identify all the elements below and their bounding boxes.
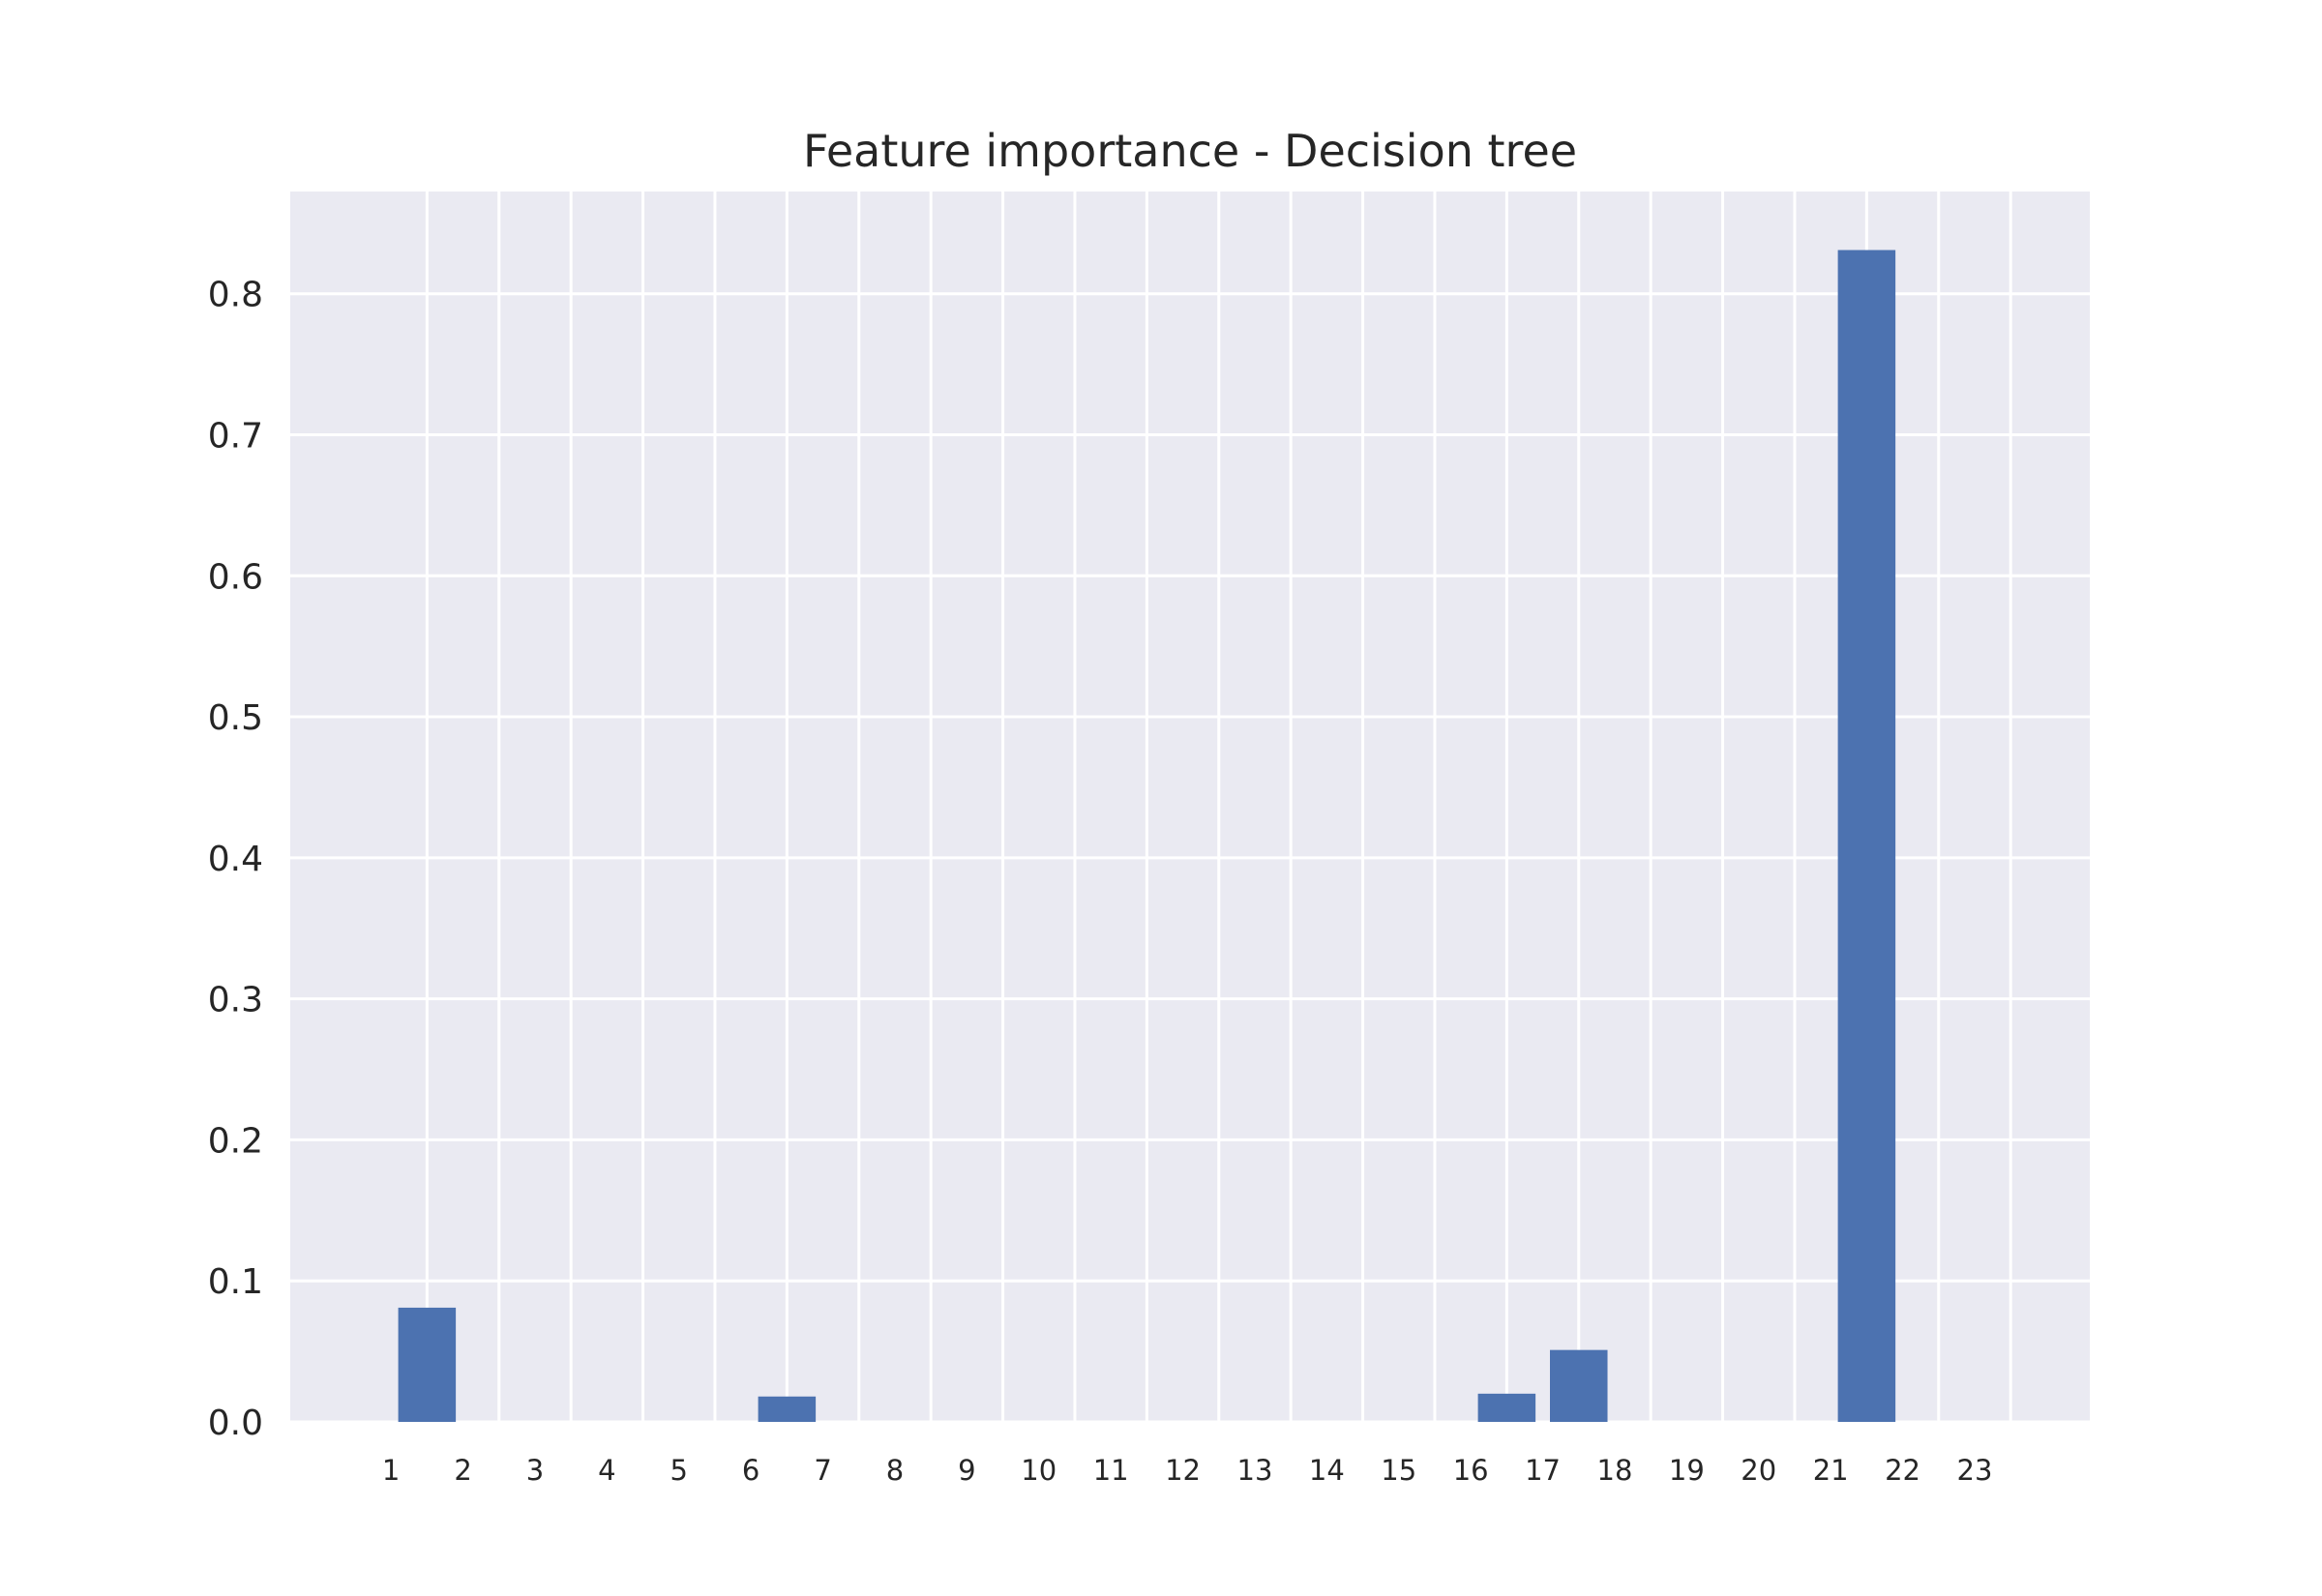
x-tick-label: 17: [1525, 1454, 1561, 1487]
x-tick-label: 21: [1813, 1454, 1849, 1487]
x-tick-label: 13: [1237, 1454, 1273, 1487]
x-tick-label: 5: [670, 1454, 688, 1487]
plot-area: [290, 192, 2090, 1422]
x-tick-label: 4: [598, 1454, 615, 1487]
x-tick-label: 2: [454, 1454, 471, 1487]
y-axis-ticks: 0.0 0.1 0.2 0.3 0.4 0.5 0.6 0.7 0.8: [208, 276, 263, 1443]
x-tick-label: 15: [1381, 1454, 1416, 1487]
x-tick-label: 8: [886, 1454, 904, 1487]
y-tick-label: 0.6: [208, 557, 263, 597]
y-tick-label: 0.2: [208, 1121, 263, 1161]
x-tick-label: 16: [1453, 1454, 1489, 1487]
bar-21: [1837, 250, 1896, 1423]
x-tick-label: 9: [958, 1454, 975, 1487]
chart-title: Feature importance - Decision tree: [803, 125, 1577, 177]
y-tick-label: 0.4: [208, 840, 263, 879]
x-tick-label: 7: [814, 1454, 831, 1487]
x-tick-label: 10: [1021, 1454, 1057, 1487]
y-tick-label: 0.1: [208, 1262, 263, 1302]
x-tick-label: 20: [1741, 1454, 1776, 1487]
y-tick-label: 0.8: [208, 276, 263, 315]
bar-1: [398, 1307, 457, 1422]
grid-lines: [290, 192, 2090, 1424]
bar-17: [1550, 1349, 1608, 1422]
x-tick-label: 18: [1597, 1454, 1633, 1487]
y-tick-label: 0.5: [208, 698, 263, 738]
y-tick-label: 0.3: [208, 981, 263, 1020]
bars: [398, 250, 1896, 1423]
x-tick-label: 14: [1309, 1454, 1345, 1487]
x-tick-label: 22: [1885, 1454, 1920, 1487]
x-tick-label: 19: [1669, 1454, 1705, 1487]
x-tick-label: 23: [1957, 1454, 1993, 1487]
x-axis-ticks: 1 2 3 4 5 6 7 8 9 10 11 12 13 14 15 16 17 18 19 20 21 22 23: [382, 1454, 1992, 1487]
x-tick-label: 1: [382, 1454, 400, 1487]
x-tick-label: 6: [742, 1454, 759, 1487]
x-tick-label: 3: [526, 1454, 544, 1487]
y-tick-label: 0.7: [208, 416, 263, 456]
bar-6: [758, 1396, 817, 1422]
x-tick-label: 12: [1165, 1454, 1201, 1487]
x-tick-label: 11: [1093, 1454, 1129, 1487]
bar-16: [1477, 1393, 1536, 1422]
y-tick-label: 0.0: [208, 1404, 263, 1443]
